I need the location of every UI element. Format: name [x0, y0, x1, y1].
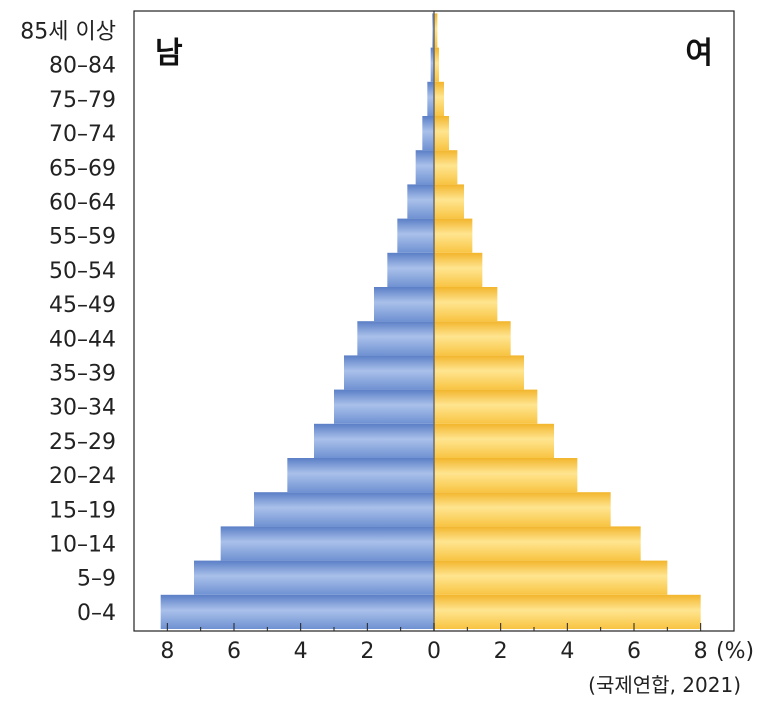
bar-female-9 — [434, 287, 498, 322]
bar-male-11 — [397, 218, 434, 253]
bar-male-14 — [422, 116, 434, 151]
x-tick-label-5: 2 — [494, 639, 508, 664]
bar-male-17 — [432, 13, 434, 48]
bar-male-3 — [254, 492, 434, 527]
series-label-female: 여 — [685, 36, 713, 71]
category-label-13: 65–69 — [49, 156, 116, 181]
x-tick-label-1: 6 — [227, 639, 241, 664]
category-label-7: 35–39 — [49, 362, 116, 387]
category-label-15: 75–79 — [49, 88, 116, 113]
category-label-2: 10–14 — [49, 533, 116, 558]
category-label-12: 60–64 — [49, 191, 116, 216]
bar-male-4 — [287, 458, 434, 493]
category-label-10: 50–54 — [49, 259, 116, 284]
category-label-9: 45–49 — [49, 293, 116, 318]
bar-male-16 — [430, 47, 434, 82]
x-tick-label-6: 4 — [560, 639, 574, 664]
bar-female-11 — [434, 218, 473, 253]
bar-female-1 — [434, 560, 668, 595]
x-tick-label-7: 6 — [627, 639, 641, 664]
category-label-8: 40–44 — [49, 327, 116, 352]
bar-female-17 — [434, 13, 438, 48]
category-label-14: 70–74 — [49, 122, 116, 147]
bar-female-15 — [434, 81, 444, 116]
axis-layer — [133, 10, 735, 632]
bar-male-7 — [344, 355, 434, 390]
bar-male-6 — [334, 389, 434, 424]
category-label-17: 85세 이상 — [20, 20, 116, 45]
x-tick-label-0: 8 — [160, 639, 174, 664]
bar-female-12 — [434, 184, 464, 219]
bar-male-15 — [427, 81, 434, 116]
bar-male-8 — [357, 321, 434, 356]
x-tick-label-8: 8 — [694, 639, 708, 664]
category-label-16: 80–84 — [49, 54, 116, 79]
unit-label: (%) — [716, 639, 754, 664]
category-label-0: 0–4 — [77, 601, 116, 626]
bar-male-2 — [220, 526, 434, 561]
bar-female-8 — [434, 321, 511, 356]
bar-male-10 — [387, 252, 434, 287]
bars-layer — [160, 13, 701, 629]
x-tick-label-4: 0 — [427, 639, 441, 664]
category-label-11: 55–59 — [49, 225, 116, 250]
bar-female-7 — [434, 355, 524, 390]
bar-male-5 — [314, 423, 434, 458]
category-label-3: 15–19 — [49, 498, 116, 523]
bar-female-16 — [434, 47, 439, 82]
bar-female-14 — [434, 116, 449, 151]
x-tick-label-2: 4 — [294, 639, 308, 664]
x-tick-label-3: 2 — [360, 639, 374, 664]
bar-male-9 — [374, 287, 434, 322]
label-layer: 0–4 5–9 10–14 15–19 20–24 25–29 30–34 35–39 40–4… — [20, 20, 754, 698]
bar-male-12 — [407, 184, 434, 219]
series-label-male: 남 — [155, 36, 183, 71]
category-label-5: 25–29 — [49, 430, 116, 455]
bar-female-13 — [434, 150, 458, 185]
bar-female-10 — [434, 252, 483, 287]
bar-male-13 — [415, 150, 434, 185]
category-label-6: 30–34 — [49, 396, 116, 421]
source-label: (국제연합, 2021) — [588, 673, 741, 697]
bar-male-0 — [160, 594, 434, 629]
bar-female-4 — [434, 458, 578, 493]
category-label-1: 5–9 — [77, 567, 116, 592]
bar-female-5 — [434, 423, 554, 458]
bar-female-6 — [434, 389, 538, 424]
bar-female-2 — [434, 526, 641, 561]
bar-female-3 — [434, 492, 611, 527]
category-label-4: 20–24 — [49, 464, 116, 489]
bar-male-1 — [194, 560, 434, 595]
